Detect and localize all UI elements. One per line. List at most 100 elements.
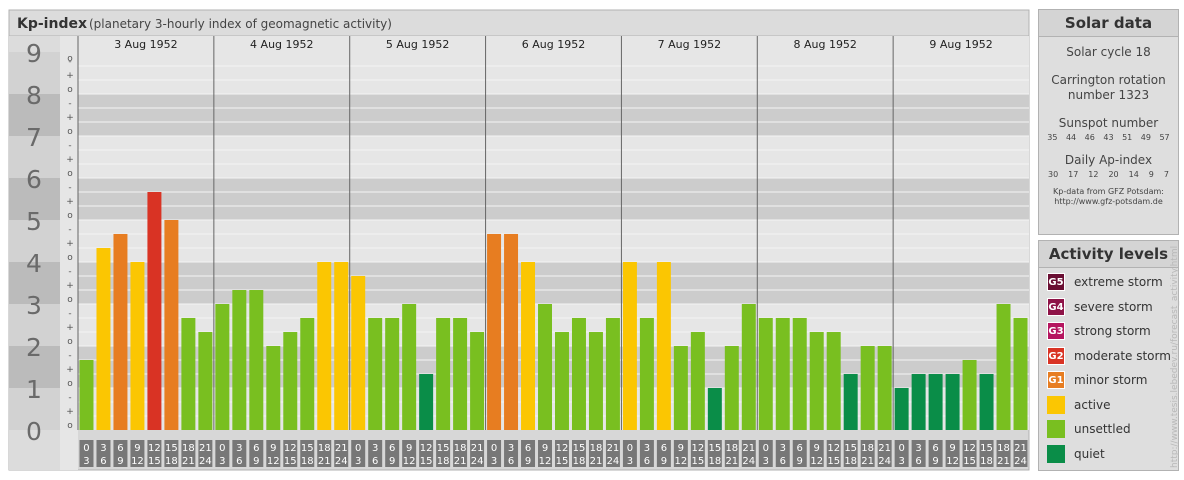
- interval-end: 18: [165, 456, 178, 467]
- interval-start: 21: [1014, 443, 1027, 454]
- day-label-5: 7 Aug 1952: [658, 38, 721, 51]
- activity-levels-title: Activity levels: [1039, 241, 1178, 268]
- interval-box: [266, 440, 281, 467]
- sub-tick: -: [68, 141, 71, 151]
- interval-end: 18: [980, 456, 993, 467]
- sub-tick: o: [67, 295, 73, 305]
- activity-level-severe-storm: G4 severe storm: [1039, 295, 1178, 320]
- interval-start: 21: [199, 443, 212, 454]
- interval-start: 18: [590, 443, 603, 454]
- kp-bar: [673, 346, 688, 430]
- y-band-2: [9, 304, 60, 346]
- kp-bar: [792, 317, 807, 430]
- kp-bar: [334, 262, 349, 430]
- y-tick-6: 6: [26, 165, 42, 194]
- ap-value-6: 9: [1148, 170, 1154, 179]
- kp-bar: [707, 388, 722, 430]
- activity-label: moderate storm: [1074, 348, 1171, 363]
- interval-box: [113, 440, 128, 467]
- interval-start: 12: [827, 443, 840, 454]
- interval-start: 18: [861, 443, 874, 454]
- interval-box: [79, 440, 94, 467]
- sub-tick: -: [68, 309, 71, 319]
- sub-tick: o: [67, 337, 73, 347]
- interval-end: 24: [471, 456, 484, 467]
- interval-end: 9: [661, 456, 667, 467]
- sub-tick: o: [67, 253, 73, 263]
- y-tick-4: 4: [26, 249, 42, 278]
- interval-box: [775, 440, 790, 467]
- interval-start: 18: [454, 443, 467, 454]
- y-band-7: [9, 94, 60, 136]
- interval-box: [402, 440, 417, 467]
- sunspot-value-1: 35: [1047, 133, 1058, 142]
- interval-end: 24: [199, 456, 212, 467]
- interval-box: [826, 440, 841, 467]
- sub-tick: o: [67, 379, 73, 389]
- chart-subtitle: (planetary 3-hourly index of geomagnetic…: [89, 17, 392, 31]
- interval-start: 18: [182, 443, 195, 454]
- y-band-0: [9, 388, 60, 430]
- interval-box: [758, 440, 773, 467]
- y-tick-0: 0: [26, 417, 42, 446]
- interval-start: 6: [932, 443, 938, 454]
- interval-box: [571, 440, 586, 467]
- interval-start: 9: [678, 443, 684, 454]
- interval-end: 12: [403, 456, 416, 467]
- sub-tick: o: [67, 127, 73, 137]
- interval-box: [724, 440, 739, 467]
- y-band-3: [9, 262, 60, 304]
- interval-box: [334, 440, 349, 467]
- chart-header: [8, 9, 1030, 37]
- activity-level-unsettled: unsettled: [1039, 417, 1178, 442]
- interval-end: 6: [236, 456, 242, 467]
- interval-start: 0: [83, 443, 89, 454]
- interval-end: 9: [932, 456, 938, 467]
- interval-end: 6: [100, 456, 106, 467]
- kp-bar: [249, 290, 264, 430]
- kp-bar: [809, 332, 824, 430]
- interval-end: 18: [844, 456, 857, 467]
- interval-start: 21: [878, 443, 891, 454]
- interval-start: 3: [915, 443, 921, 454]
- sub-tick: +: [66, 281, 74, 291]
- activity-swatch: [1047, 420, 1065, 439]
- kp-bar: [690, 332, 705, 430]
- interval-box: [215, 440, 230, 467]
- interval-end: 21: [725, 456, 738, 467]
- kp-bar: [385, 317, 400, 430]
- activity-swatch: G5: [1047, 273, 1065, 292]
- sub-tick: o: [67, 421, 73, 431]
- interval-end: 9: [389, 456, 395, 467]
- interval-box: [147, 440, 162, 467]
- day-label-6: 8 Aug 1952: [793, 38, 856, 51]
- activity-level-moderate-storm: G2 moderate storm: [1039, 344, 1178, 369]
- date-row: [78, 36, 1029, 52]
- activity-level-active: active: [1039, 393, 1178, 418]
- interval-start: 9: [949, 443, 955, 454]
- interval-start: 0: [627, 443, 633, 454]
- day-label-4: 6 Aug 1952: [522, 38, 585, 51]
- kp-bar: [843, 374, 858, 430]
- interval-box: [894, 440, 909, 467]
- interval-box: [164, 440, 179, 467]
- y-band-1: [9, 346, 60, 388]
- kp-bar: [775, 317, 790, 430]
- interval-box: [843, 440, 858, 467]
- kp-bar: [215, 304, 230, 430]
- activity-swatch: [1047, 395, 1065, 414]
- interval-start: 3: [100, 443, 106, 454]
- interval-box: [860, 440, 875, 467]
- kp-bar: [317, 262, 332, 430]
- y-band-8: [9, 52, 60, 94]
- interval-box: [504, 440, 519, 467]
- y-tick-5: 5: [26, 207, 42, 236]
- interval-box: [928, 440, 943, 467]
- interval-start: 6: [117, 443, 123, 454]
- sub-tick: o: [67, 54, 73, 64]
- gfz-credit-url: http://www.gfz-potsdam.de: [1054, 197, 1163, 206]
- y-tick-3: 3: [26, 291, 42, 320]
- interval-start: 9: [270, 443, 276, 454]
- solar-data-panel: Solar data Solar cycle 18 Carrington rot…: [1038, 9, 1179, 235]
- sub-tick: -: [68, 225, 71, 235]
